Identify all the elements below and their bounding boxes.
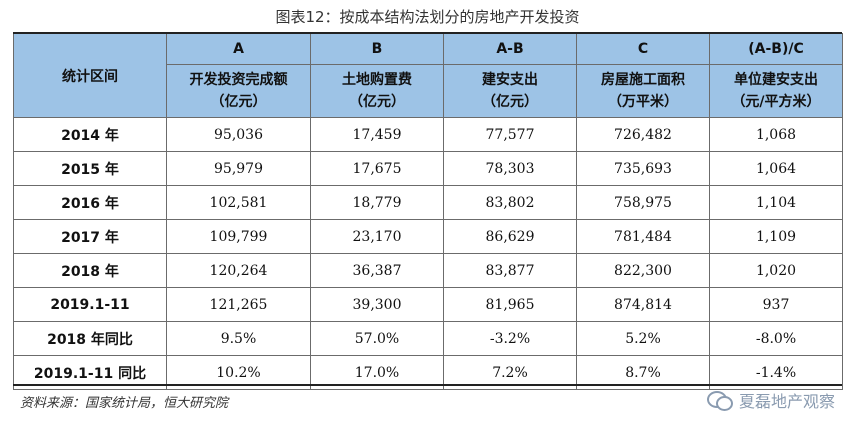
source-note: 资料来源：国家统计局，恒大研究院: [20, 396, 229, 411]
table-cell: 86,629: [443, 219, 577, 254]
col-unit: （亿元）: [482, 94, 538, 110]
table-top-rule: [13, 32, 842, 34]
table-cell: 95,979: [166, 151, 311, 186]
col-header-construction: 建安支出 （亿元）: [443, 64, 577, 118]
table-cell: 726,482: [576, 117, 710, 152]
col-header-unit-cost: 单位建安支出 （元/平方米）: [709, 64, 843, 118]
table-cell: 121,265: [166, 287, 311, 322]
table-cell: 735,693: [576, 151, 710, 186]
col-unit: （万平米）: [608, 94, 678, 110]
table-cell: 1,020: [709, 253, 843, 288]
col-name: 建安支出: [482, 72, 538, 88]
row-label: 2014 年: [13, 117, 167, 152]
table-cell: 9.5%: [166, 321, 311, 356]
table-cell: 95,036: [166, 117, 311, 152]
header-row-names: 开发投资完成额 （亿元） 土地购置费 （亿元） 建安支出 （亿元） 房屋施工面积 （万平…: [14, 64, 843, 118]
table-cell: 18,779: [310, 185, 444, 220]
table-cell: 874,814: [576, 287, 710, 322]
table-cell: 102,581: [166, 185, 311, 220]
row-label: 2016 年: [13, 185, 167, 220]
table-cell: 1,068: [709, 117, 843, 152]
table-cell: 822,300: [576, 253, 710, 288]
table-cell: 57.0%: [310, 321, 444, 356]
wechat-icon: [706, 389, 733, 411]
table-cell: 78,303: [443, 151, 577, 186]
table-cell: 81,965: [443, 287, 577, 322]
col-unit: （元/平方米）: [731, 94, 821, 110]
col-code-a: A: [166, 33, 311, 65]
table-row: 2018 年同比 9.5% 57.0% -3.2% 5.2% -8.0%: [13, 321, 843, 356]
table-cell: 17,459: [310, 117, 444, 152]
col-name: 单位建安支出: [734, 72, 818, 88]
table-cell: 83,877: [443, 253, 577, 288]
table-bottom-rule: [13, 384, 842, 386]
table-cell: 17,675: [310, 151, 444, 186]
table-row: 2019.1-11 121,265 39,300 81,965 874,814 …: [13, 287, 843, 322]
header-row-codes: 统计区间 A B A-B C (A-B)/C: [13, 33, 843, 118]
col-header-land: 土地购置费 （亿元）: [310, 64, 444, 118]
col-code-b: B: [310, 33, 444, 65]
col-unit: （亿元）: [349, 94, 405, 110]
table-cell: 1,064: [709, 151, 843, 186]
table-cell: 5.2%: [576, 321, 710, 356]
table-row: 2018 年 120,264 36,387 83,877 822,300 1,0…: [13, 253, 843, 288]
row-label: 2019.1-11: [13, 287, 167, 322]
table-cell: -8.0%: [709, 321, 843, 356]
table-cell: 83,802: [443, 185, 577, 220]
col-name: 房屋施工面积: [601, 72, 685, 88]
row-label: 2018 年同比: [13, 321, 167, 356]
table-cell: 23,170: [310, 219, 444, 254]
table-cell: 1,104: [709, 185, 843, 220]
col-header-area: 房屋施工面积 （万平米）: [576, 64, 710, 118]
table-cell: 39,300: [310, 287, 444, 322]
table-caption: 图表12：按成本结构法划分的房地产开发投资: [275, 8, 580, 26]
table-cell: 937: [709, 287, 843, 322]
table-cell: -3.2%: [443, 321, 577, 356]
data-table: 统计区间 A B A-B C (A-B)/C 开发投资完成额 （亿元） 土地购置费…: [13, 33, 843, 390]
table-cell: 77,577: [443, 117, 577, 152]
watermark-text: 夏磊地产观察: [738, 392, 835, 411]
table-cell: 120,264: [166, 253, 311, 288]
col-code-c: C: [576, 33, 710, 65]
table-cell: 109,799: [166, 219, 311, 254]
col-unit: （亿元）: [210, 94, 267, 110]
table-cell: 758,975: [576, 185, 710, 220]
col-code-ratio: (A-B)/C: [709, 33, 843, 65]
row-label: 2015 年: [13, 151, 167, 186]
col-name: 开发投资完成额: [189, 72, 288, 88]
col-name: 土地购置费: [342, 72, 412, 88]
table-row: 2016 年 102,581 18,779 83,802 758,975 1,1…: [13, 185, 843, 220]
table-cell: 1,109: [709, 219, 843, 254]
table-cell: 36,387: [310, 253, 444, 288]
table-cell: 781,484: [576, 219, 710, 254]
row-label: 2017 年: [13, 219, 167, 254]
table-row: 2015 年 95,979 17,675 78,303 735,693 1,06…: [13, 151, 843, 186]
corner-header: 统计区间: [13, 33, 167, 118]
col-code-a-minus-b: A-B: [443, 33, 577, 65]
row-label: 2018 年: [13, 253, 167, 288]
watermark: 夏磊地产观察: [706, 388, 835, 412]
col-header-investment: 开发投资完成额 （亿元）: [166, 64, 311, 118]
table-row: 2014 年 95,036 17,459 77,577 726,482 1,06…: [13, 117, 843, 152]
table-row: 2017 年 109,799 23,170 86,629 781,484 1,1…: [13, 219, 843, 254]
